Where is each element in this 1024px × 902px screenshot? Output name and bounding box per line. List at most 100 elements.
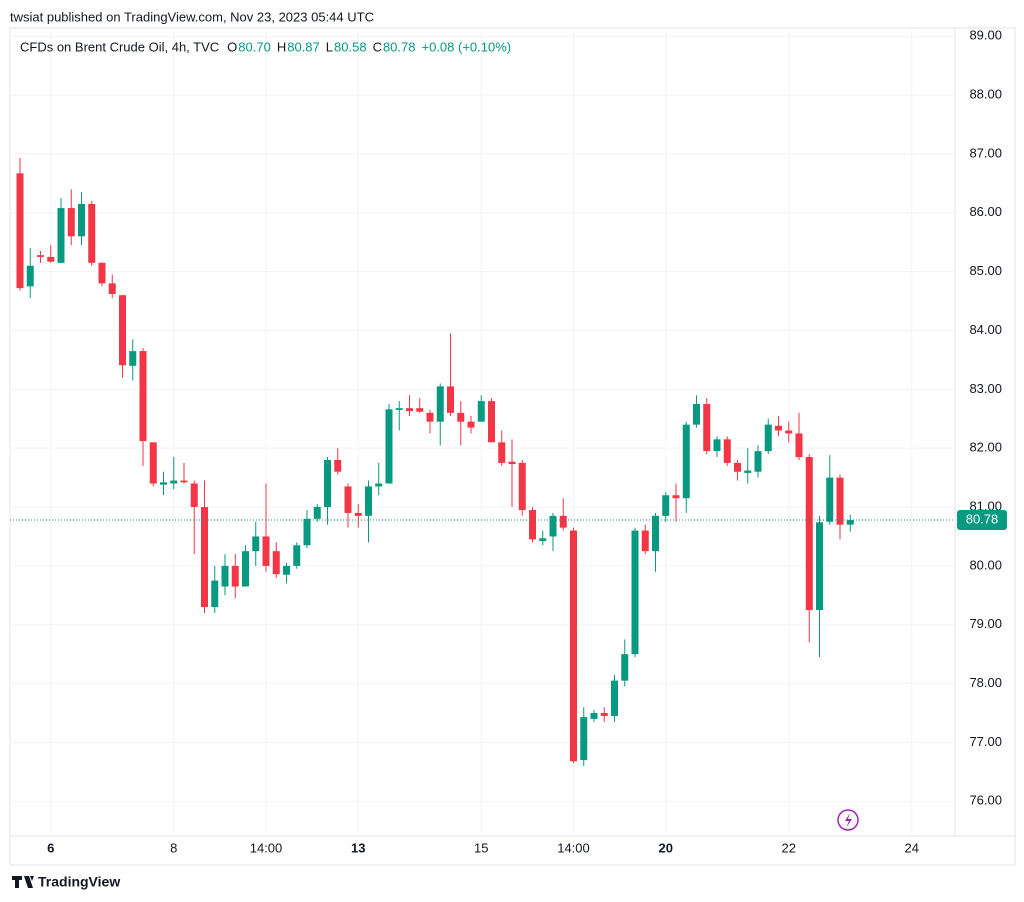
candle-body <box>723 439 731 463</box>
candle-body <box>37 255 44 257</box>
candle-body <box>652 515 659 552</box>
candle-body <box>252 536 260 552</box>
x-tick-label: 24 <box>905 840 919 855</box>
candle-body <box>78 203 85 237</box>
candle-body <box>231 565 239 587</box>
candle-body <box>775 425 782 431</box>
legend-value: 80.58 <box>334 39 367 54</box>
candle-body <box>488 401 495 443</box>
lightning-icon[interactable] <box>837 809 859 831</box>
candle-body <box>426 412 434 422</box>
candle-body <box>262 536 270 566</box>
candle-body <box>283 565 290 575</box>
candle-body <box>713 439 721 452</box>
candle-body <box>160 482 167 485</box>
candle-body <box>139 351 147 442</box>
candle-body <box>201 507 208 608</box>
candle-body <box>334 459 342 472</box>
y-tick-label: 81.00 <box>969 498 1002 513</box>
candle-body <box>580 717 588 761</box>
candle-body <box>549 515 557 537</box>
candle-body <box>221 565 229 587</box>
candle-body <box>467 421 475 428</box>
candle-body <box>26 265 34 287</box>
legend: CFDs on Brent Crude Oil, 4h, TVC O 80.70 H… <box>20 39 511 54</box>
candle-body <box>190 483 198 508</box>
candles: 80.78 <box>10 158 1007 766</box>
candle-body <box>498 442 506 463</box>
legend-key: C <box>373 39 382 54</box>
candle-body <box>795 433 803 458</box>
x-tick-label: 13 <box>351 840 365 855</box>
y-tick-label: 86.00 <box>969 204 1002 219</box>
legend-value: 80.78 <box>383 39 416 54</box>
y-tick-label: 84.00 <box>969 322 1002 337</box>
candle-body <box>836 477 844 525</box>
y-tick-label: 82.00 <box>969 440 1002 455</box>
tv-logo <box>12 876 34 888</box>
candle-body <box>754 451 762 472</box>
candle-body <box>88 203 96 263</box>
candle-body <box>47 256 55 262</box>
legend-key: L <box>326 39 333 54</box>
candle-body <box>764 424 772 452</box>
x-tick-label: 6 <box>47 840 54 855</box>
candle-body <box>416 408 424 412</box>
y-tick-label: 78.00 <box>969 675 1002 690</box>
candle-body <box>57 208 65 263</box>
candle-body <box>375 483 383 487</box>
candle-body <box>672 495 680 499</box>
candle-body <box>477 401 485 422</box>
chart-frame <box>9 27 1016 866</box>
legend-value: 80.87 <box>287 39 320 54</box>
legend-key: O <box>227 39 237 54</box>
candle-body <box>344 486 352 513</box>
candle-body <box>170 480 178 484</box>
candle-body <box>457 412 465 422</box>
y-tick-label: 87.00 <box>969 145 1002 160</box>
x-tick-label: 8 <box>170 840 177 855</box>
symbol-title: CFDs on Brent Crude Oil, 4h, TVC <box>20 39 219 54</box>
candle-body <box>611 680 618 716</box>
candle-body <box>662 495 670 516</box>
candle-body <box>108 283 116 294</box>
candle-body <box>242 551 249 587</box>
candle-body <box>385 409 393 484</box>
candle-body <box>734 462 741 472</box>
candle-body <box>67 208 75 237</box>
candle-body <box>529 509 536 540</box>
candle-body <box>826 477 834 522</box>
y-tick-label: 89.00 <box>969 28 1002 43</box>
candle-body <box>590 713 598 719</box>
candle-body <box>805 457 813 611</box>
candle-body <box>129 351 137 366</box>
y-tick-label: 88.00 <box>969 87 1002 102</box>
candle-body <box>354 512 362 516</box>
candle-body <box>570 530 577 762</box>
candle-body <box>508 461 516 465</box>
candle-body <box>631 530 639 655</box>
y-tick-label: 79.00 <box>969 616 1002 631</box>
candle-body <box>559 515 567 528</box>
y-tick-label: 83.00 <box>969 381 1002 396</box>
candle-body <box>149 442 157 484</box>
candle-body <box>744 470 752 473</box>
candle-body <box>406 408 413 412</box>
x-tick-label: 20 <box>659 840 673 855</box>
y-tick-label: 80.00 <box>969 557 1002 572</box>
candle-body <box>447 386 454 413</box>
candle-body <box>785 430 793 434</box>
candle-body <box>324 459 331 508</box>
y-tick-label: 85.00 <box>969 263 1002 278</box>
candle-body <box>436 386 444 422</box>
legend-change: +0.08 (+0.10%) <box>422 39 512 54</box>
candle-body <box>272 551 280 575</box>
candle-body <box>682 424 690 499</box>
candle-body <box>119 295 126 366</box>
last-price-badge <box>957 509 1007 530</box>
x-tick-label: 14:00 <box>557 840 590 855</box>
candle-body <box>600 713 608 716</box>
published-line: twsiat published on TradingView.com, Nov… <box>10 9 374 24</box>
candle-body <box>180 480 188 483</box>
candle-body <box>365 486 372 516</box>
